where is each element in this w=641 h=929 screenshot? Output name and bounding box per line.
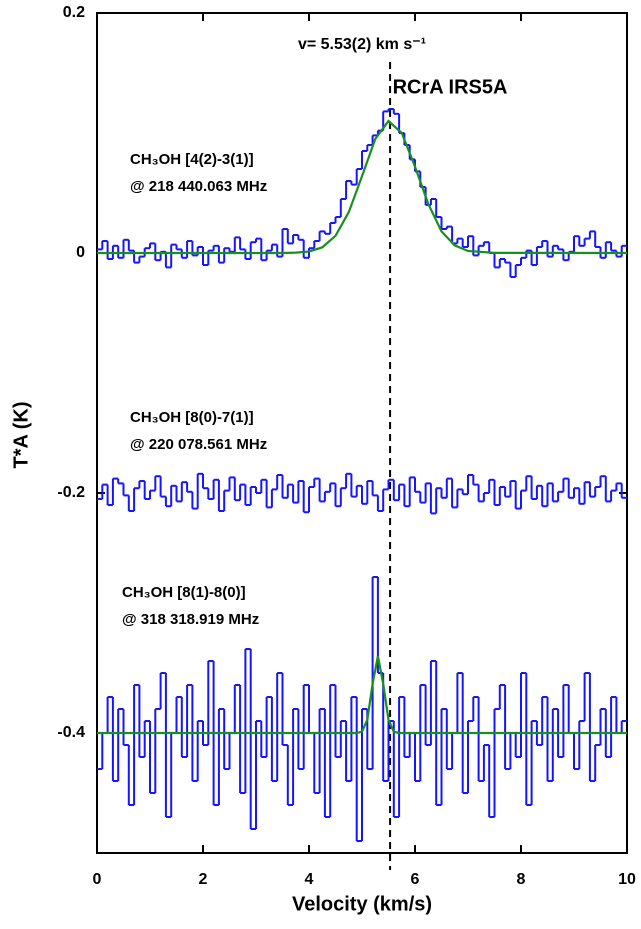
line-frequency: @ 318 318.919 MHz xyxy=(122,611,259,628)
y-tick-label: 0.2 xyxy=(63,4,85,21)
y-tick-label: -0.2 xyxy=(57,484,85,501)
annotation: v= 5.53(2) km s⁻¹ xyxy=(298,36,426,53)
x-tick-label: 2 xyxy=(199,871,208,888)
x-tick-label: 8 xyxy=(517,871,526,888)
x-tick-label: 0 xyxy=(93,871,102,888)
y-axis-label: T*A (K) xyxy=(10,401,32,468)
fit-curve xyxy=(97,119,628,255)
line-label: CH₃OH [8(1)-8(0)] xyxy=(122,584,246,601)
line-label: CH₃OH [4(2)-3(1)] xyxy=(130,151,254,168)
fit-curve xyxy=(97,655,627,735)
y-tick-label: -0.4 xyxy=(57,724,85,741)
chart-title: RCrA IRS5A xyxy=(393,76,508,98)
x-axis-label: Velocity (km/s) xyxy=(292,893,432,915)
plot-frame xyxy=(96,12,628,854)
y-tick-label: 0 xyxy=(76,244,85,261)
line-frequency: @ 220 078.561 MHz xyxy=(130,436,267,453)
x-tick-label: 10 xyxy=(618,871,636,888)
x-tick-label: 6 xyxy=(411,871,420,888)
line-label: CH₃OH [8(0)-7(1)] xyxy=(130,409,254,426)
x-tick-label: 4 xyxy=(305,871,314,888)
line-frequency: @ 218 440.063 MHz xyxy=(130,178,267,195)
